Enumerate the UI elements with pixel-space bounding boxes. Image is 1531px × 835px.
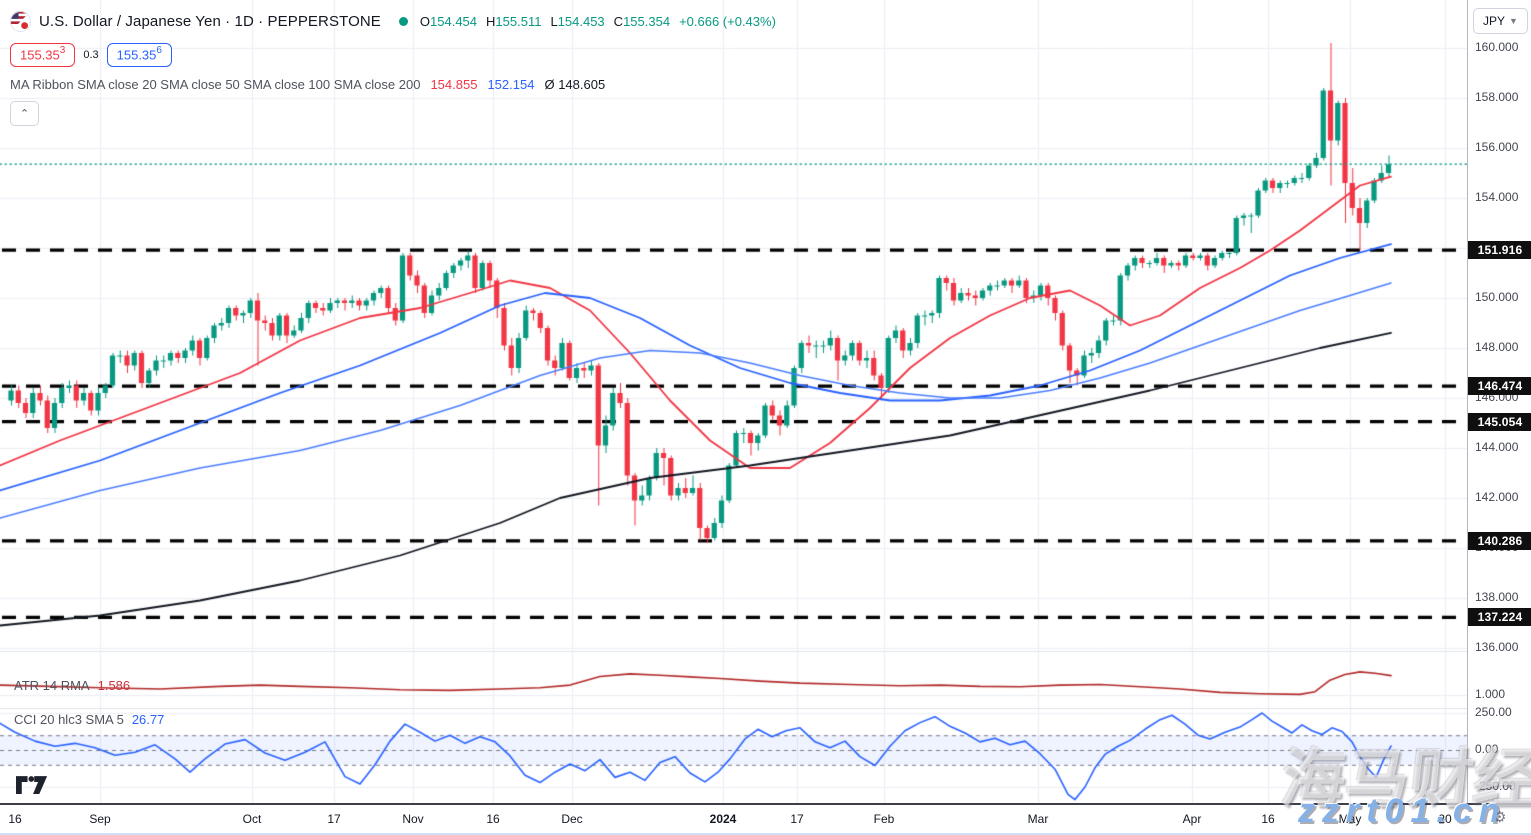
time-tick-label: Mar [1027,812,1049,826]
tradingview-logo-icon[interactable] [16,776,48,800]
buy-price-button[interactable]: 155.356 [106,43,172,67]
time-tick-label: 20 [1438,812,1452,826]
market-open-dot-icon[interactable] [398,16,408,26]
time-tick-label: 16 [486,812,500,826]
gear-icon[interactable]: ⚙ [1493,809,1507,826]
time-tick-label: Oct [242,812,262,826]
price-tick-label: 160.000 [1475,40,1519,54]
indicator-tick-label: 1.000 [1475,687,1506,701]
price-level-badge: 145.054 [1468,413,1531,431]
price-tick-label: 144.000 [1475,440,1519,454]
time-tick-label: 17 [327,812,341,826]
usdjpy-flag-icon [10,10,31,32]
indicator-tick-label: -250.00 [1475,779,1516,793]
price-tick-label: 148.000 [1475,340,1519,354]
sma20-value: 154.855 [430,77,478,92]
bottom-edge-line [0,833,1531,835]
spread-value: 0.3 [83,49,99,61]
price-level-badge: 137.224 [1468,608,1531,626]
price-tick-label: 138.000 [1475,590,1519,604]
currency-label: JPY [1483,14,1506,28]
chart-canvas[interactable] [0,0,1467,803]
price-tick-label: 158.000 [1475,90,1519,104]
price-tick-label: 136.000 [1475,640,1519,654]
time-axis[interactable]: 16 Sep Oct 17 Nov 16 Dec 2024 17 Feb Mar Apr 16 May 20 [0,804,1531,835]
time-tick-label: Dec [561,812,583,826]
time-tick-label: May [1338,812,1362,826]
cci-label: CCI 20 hlc3 SMA 5 [14,712,124,727]
currency-selector[interactable]: JPY ▼ [1473,8,1528,34]
indicator-tick-label: 0.00 [1475,742,1499,756]
chevron-down-icon: ▼ [1509,16,1518,26]
price-level-badge: 151.916 [1468,241,1531,259]
cci-legend[interactable]: CCI 20 hlc3 SMA 5 26.77 [14,712,164,727]
sell-price-button[interactable]: 155.353 [10,43,76,67]
chart-legend: U.S. Dollar / Japanese Yen · 1D · PEPPER… [10,8,776,126]
change-value: +0.666 (+0.43%) [679,13,776,29]
ohlc-pair: C155.354 [613,13,671,29]
sma50-value: 152.154 [487,77,535,92]
price-tick-label: 142.000 [1475,490,1519,504]
price-level-badge: 146.474 [1468,377,1531,395]
time-tick-label: 2024 [709,812,737,826]
time-axis-border [0,803,1531,805]
atr-value: 1.586 [97,678,131,693]
time-tick-label: Feb [873,812,895,826]
time-tick-label: 16 [1261,812,1275,826]
time-tick-label: 17 [790,812,804,826]
time-tick-label: Apr [1182,812,1202,826]
time-tick-label: Sep [89,812,111,826]
price-tick-label: 150.000 [1475,290,1519,304]
collapse-legend-button[interactable]: ⌃ [10,101,39,126]
sma200-average-value: Ø 148.605 [544,77,606,92]
ohlc-pair: H155.511 [486,13,542,29]
ma-ribbon-legend[interactable]: MA Ribbon SMA close 20 SMA close 50 SMA … [10,77,776,92]
cci-value: 26.77 [131,712,165,727]
indicator-tick-label: 250.00 [1475,705,1512,719]
ohlc-pair: L154.453 [550,13,605,29]
price-tick-label: 154.000 [1475,190,1519,204]
chevron-up-icon: ⌃ [19,108,30,120]
ohlc-pair: O154.454 [419,13,478,29]
price-tick-label: 156.000 [1475,140,1519,154]
atr-label: ATR 14 RMA [14,678,90,693]
ma-ribbon-label: MA Ribbon SMA close 20 SMA close 50 SMA … [10,77,421,92]
time-tick-label: 16 [8,812,22,826]
time-tick-label: Nov [402,812,424,826]
price-axis[interactable]: JPY ▼ 160.000158.000156.000154.000152.00… [1467,0,1531,803]
atr-legend[interactable]: ATR 14 RMA 1.586 [14,678,130,693]
symbol-title[interactable]: U.S. Dollar / Japanese Yen · 1D · PEPPER… [39,12,381,30]
ohlc-values: O154.454 H155.511 L154.453 C155.354 +0.666 (… [420,14,776,29]
price-level-badge: 140.286 [1468,532,1531,550]
